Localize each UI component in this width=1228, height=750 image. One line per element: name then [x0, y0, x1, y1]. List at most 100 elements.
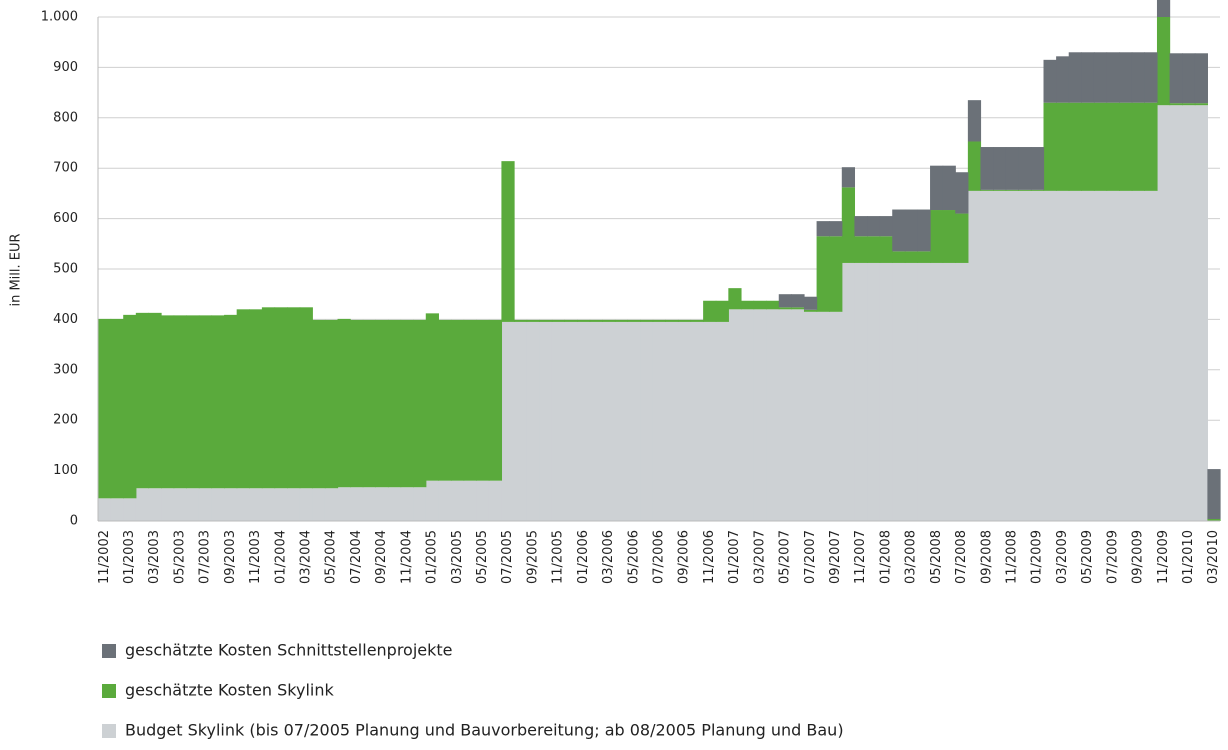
x-tick-label: 05/2003: [172, 530, 187, 584]
area-step: [967, 100, 982, 142]
area-step: [287, 307, 301, 489]
x-tick-label: 01/2005: [425, 530, 440, 584]
area-step: [1056, 102, 1070, 191]
area-step: [1093, 102, 1108, 191]
area-step: [1030, 190, 1045, 521]
area-step: [362, 319, 376, 488]
area-step: [249, 488, 263, 521]
area-step: [400, 487, 414, 521]
area-step: [1018, 147, 1032, 190]
area-step: [564, 321, 578, 521]
area-step: [1182, 105, 1196, 521]
area-step: [791, 309, 805, 521]
area-step: [690, 321, 704, 521]
area-step: [1043, 102, 1057, 191]
area-step: [198, 315, 213, 489]
area-step: [1194, 105, 1208, 521]
area-step: [123, 498, 137, 521]
area-step: [577, 321, 591, 521]
y-tick-label: 0: [70, 514, 78, 529]
area-step: [803, 311, 818, 521]
area-step: [400, 319, 414, 488]
area-step: [841, 167, 856, 188]
area-step: [728, 288, 742, 310]
area-step: [816, 236, 830, 312]
area-step: [665, 319, 679, 322]
x-tick-label: 01/2008: [878, 530, 893, 584]
area-step: [375, 319, 389, 488]
area-step: [803, 296, 818, 310]
area-step: [904, 262, 919, 521]
area-step: [740, 309, 755, 521]
x-tick-label: 07/2005: [500, 530, 515, 584]
area-step: [148, 312, 162, 489]
area-step: [224, 314, 238, 489]
area-step: [904, 251, 919, 263]
area-step: [602, 319, 616, 322]
area-step: [1119, 190, 1133, 521]
area-step: [955, 213, 969, 263]
area-step: [463, 480, 477, 521]
area-step: [551, 321, 566, 521]
area-step: [1119, 52, 1133, 103]
x-tick-label: 11/2009: [1156, 530, 1171, 584]
y-tick-label: 900: [53, 60, 78, 75]
area-step: [1169, 105, 1183, 521]
area-step: [917, 251, 931, 263]
area-step: [312, 488, 326, 521]
x-tick-label: 07/2003: [198, 530, 213, 584]
x-tick-label: 09/2006: [677, 530, 692, 584]
x-tick-label: 03/2006: [601, 530, 616, 584]
area-step: [980, 147, 994, 190]
area-step: [1169, 53, 1183, 104]
area-step: [1207, 469, 1221, 519]
area-step: [955, 172, 969, 214]
area-step: [703, 300, 717, 322]
area-step: [766, 309, 780, 521]
y-tick-label: 300: [53, 362, 78, 377]
x-tick-label: 05/2009: [1080, 530, 1095, 584]
area-step: [829, 311, 843, 521]
area-step: [1056, 190, 1070, 521]
area-step: [1043, 59, 1057, 103]
area-step: [917, 262, 931, 521]
area-step: [1081, 190, 1095, 521]
x-tick-label: 07/2006: [652, 530, 667, 584]
area-step: [980, 189, 994, 191]
area-step: [627, 319, 641, 322]
area-step: [1106, 102, 1120, 191]
area-step: [715, 321, 729, 521]
area-step: [892, 209, 906, 252]
area-step: [98, 318, 112, 499]
area-step: [161, 315, 175, 489]
area-step: [967, 141, 982, 191]
area-step: [1068, 102, 1082, 191]
area-step: [854, 236, 868, 263]
area-step: [564, 319, 578, 322]
x-tick-label: 05/2005: [475, 530, 490, 584]
area-step: [261, 307, 276, 489]
area-step: [1093, 190, 1108, 521]
area-step: [1043, 190, 1057, 521]
area-step: [1119, 102, 1133, 191]
area-step: [665, 321, 679, 521]
area-step: [1131, 102, 1145, 191]
area-step: [967, 190, 982, 521]
x-tick-label: 11/2003: [248, 530, 263, 584]
area-step: [135, 312, 150, 489]
area-step: [652, 321, 666, 521]
area-step: [274, 307, 288, 489]
area-step: [211, 315, 225, 489]
y-tick-label: 700: [53, 161, 78, 176]
area-step: [728, 309, 742, 521]
x-tick-label: 03/2003: [147, 530, 162, 584]
area-step: [1182, 53, 1196, 104]
area-step: [337, 487, 351, 521]
area-step: [816, 311, 830, 521]
x-tick-label: 01/2003: [122, 530, 137, 584]
area-step: [324, 319, 339, 489]
x-tick-label: 05/2006: [626, 530, 641, 584]
area-step: [753, 300, 767, 310]
area-step: [425, 480, 439, 521]
